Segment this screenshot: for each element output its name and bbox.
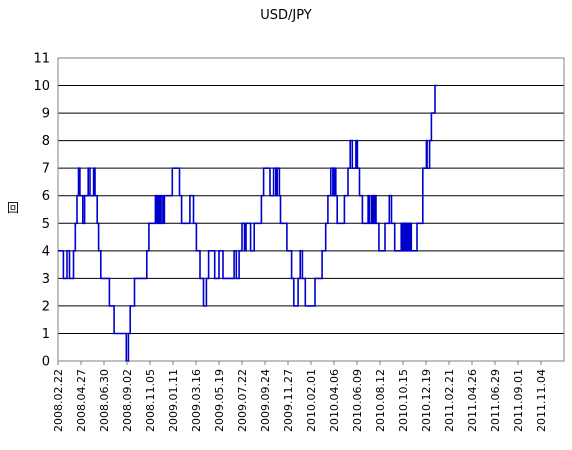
x-tick-label: 2011.11.04 xyxy=(535,369,548,432)
series-group xyxy=(58,84,437,362)
x-tick-label: 2011.09.01 xyxy=(512,369,525,432)
grid-lines xyxy=(58,57,564,362)
x-tick-label: 2008.04.27 xyxy=(75,369,88,432)
y-tick-label-5: 5 xyxy=(42,217,50,232)
y-tick-label-1: 1 xyxy=(42,327,50,342)
y-tick-label-7: 7 xyxy=(42,162,50,177)
y-tick-label-6: 6 xyxy=(42,189,50,204)
y-tick-label-10: 10 xyxy=(33,79,50,94)
x-tick-label: 2010.10.15 xyxy=(397,369,410,432)
y-tick-label-4: 4 xyxy=(42,244,50,259)
x-tick-label: 2010.02.01 xyxy=(305,369,318,432)
y-tick-label-9: 9 xyxy=(42,107,50,122)
x-tick-label: 2011.04.26 xyxy=(466,369,479,432)
x-tick-label: 2010.04.06 xyxy=(328,369,341,432)
y-axis-label: 回 xyxy=(7,201,19,215)
y-tick-label-11: 11 xyxy=(33,52,50,67)
x-tick-label: 2010.08.12 xyxy=(374,369,387,432)
x-tick-label: 2008.02.22 xyxy=(52,369,65,432)
x-tick-label: 2010.06.09 xyxy=(351,369,364,432)
x-tick-label: 2008.11.05 xyxy=(144,369,157,432)
series-line-0 xyxy=(58,84,437,362)
x-tick-label: 2009.11.27 xyxy=(282,369,295,432)
chart-title: USD/JPY xyxy=(260,8,312,23)
x-tick-label: 2009.03.16 xyxy=(190,369,203,432)
x-tick-label: 2008.06.30 xyxy=(98,369,111,432)
y-tick-label-3: 3 xyxy=(42,272,50,287)
x-tick-label: 2008.09.02 xyxy=(121,369,134,432)
y-tick-label-2: 2 xyxy=(42,299,50,314)
y-tick-label-0: 0 xyxy=(42,355,50,370)
plot-area-frame xyxy=(57,57,565,362)
x-tick-label: 2010.12.19 xyxy=(420,369,433,432)
x-tick-label: 2009.01.11 xyxy=(167,369,180,432)
y-tick-label-8: 8 xyxy=(42,134,50,149)
y-axis-ticks: 0 1 2 3 4 5 6 7 8 9 10 11 xyxy=(33,52,50,370)
x-axis-ticks: 2008.02.22 2008.04.27 2008.06.30 2008.09.02… xyxy=(52,361,548,432)
x-tick-label: 2009.07.22 xyxy=(236,369,249,432)
x-tick-label: 2009.09.24 xyxy=(259,369,272,432)
x-tick-label: 2011.02.21 xyxy=(443,369,456,432)
x-tick-label: 2009.05.19 xyxy=(213,369,226,432)
x-tick-label: 2011.06.29 xyxy=(489,369,502,432)
